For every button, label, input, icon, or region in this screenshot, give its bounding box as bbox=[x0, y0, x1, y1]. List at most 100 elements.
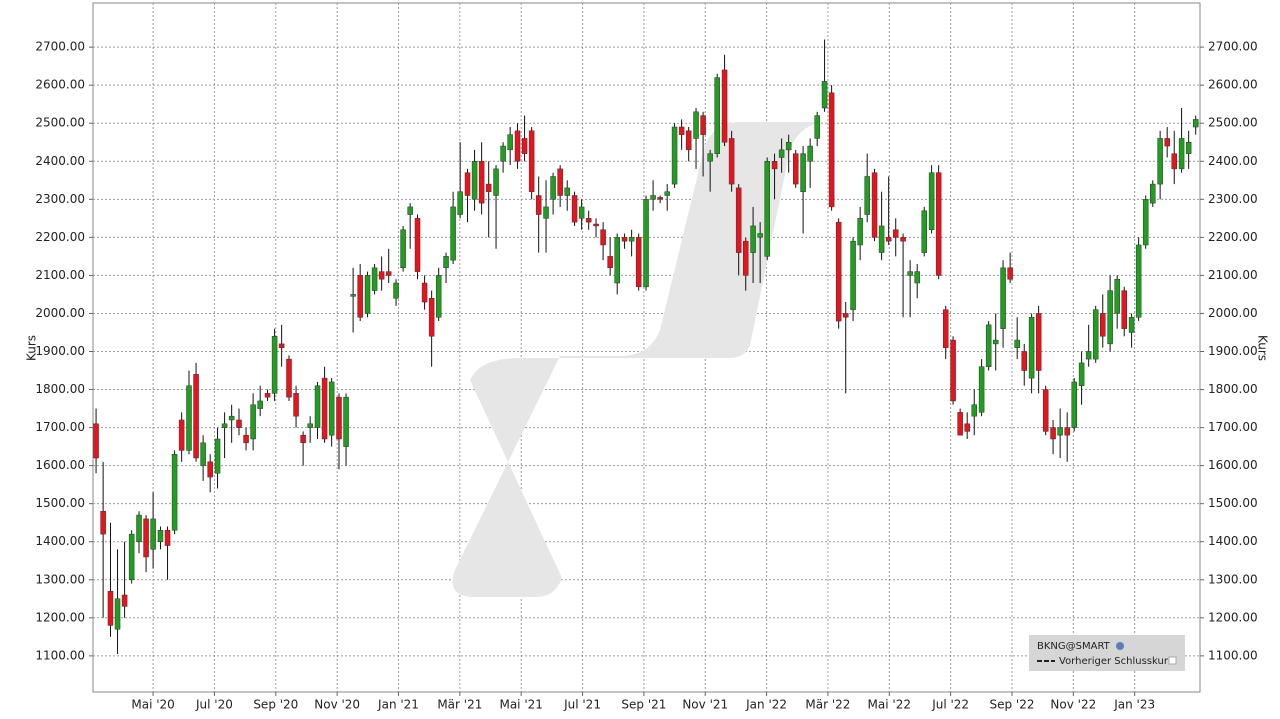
y2-tick-label: 1300.00 bbox=[1208, 572, 1258, 586]
candle-body bbox=[500, 145, 506, 162]
candle-body bbox=[400, 229, 406, 269]
candle-body bbox=[600, 229, 606, 246]
y-tick-label: 1100.00 bbox=[35, 648, 85, 662]
candle-body bbox=[857, 218, 863, 246]
candle-body bbox=[785, 141, 792, 151]
y2-tick-label: 1400.00 bbox=[1208, 534, 1258, 548]
candle-body bbox=[107, 590, 114, 626]
y-tick-label: 2000.00 bbox=[35, 306, 85, 320]
candle-body bbox=[1135, 244, 1142, 318]
y2-tick-label: 1600.00 bbox=[1208, 458, 1258, 472]
candle-body bbox=[200, 442, 206, 466]
candle-body bbox=[643, 199, 649, 288]
y-tick-label: 1500.00 bbox=[35, 496, 85, 510]
candle-body bbox=[1050, 427, 1056, 440]
candle-body bbox=[350, 294, 356, 297]
candle-body bbox=[578, 206, 585, 219]
candle-body bbox=[564, 187, 570, 196]
candle-body bbox=[614, 237, 620, 284]
candle-body bbox=[186, 385, 192, 451]
candle-body bbox=[514, 130, 521, 162]
watermark bbox=[452, 122, 830, 597]
candle-body bbox=[585, 218, 592, 223]
candle-body bbox=[143, 518, 149, 558]
y-tick-label: 1300.00 bbox=[35, 572, 85, 586]
candle-body bbox=[907, 271, 913, 276]
y2-tick-label: 2100.00 bbox=[1208, 268, 1258, 282]
candle-body bbox=[286, 358, 292, 398]
candle-body bbox=[1071, 381, 1077, 428]
candle-body bbox=[1057, 427, 1063, 436]
candle-body bbox=[314, 385, 321, 428]
candle-body bbox=[128, 533, 135, 581]
candle-body bbox=[557, 168, 563, 196]
candle-body bbox=[971, 404, 977, 417]
x-tick-label: Jul '20 bbox=[195, 698, 233, 712]
x-tick-label: Jan '22 bbox=[745, 698, 787, 712]
candle-body bbox=[157, 530, 164, 542]
candle-body bbox=[278, 343, 285, 348]
candle-body bbox=[1178, 138, 1185, 170]
candle-body bbox=[450, 206, 456, 261]
candle-body bbox=[757, 233, 763, 238]
y2-tick-label: 2300.00 bbox=[1208, 192, 1258, 206]
candle-body bbox=[800, 153, 806, 192]
y2-tick-label: 1800.00 bbox=[1208, 382, 1258, 396]
candle-body bbox=[664, 191, 670, 196]
y-tick-label: 1700.00 bbox=[35, 420, 85, 434]
candle-body bbox=[114, 598, 121, 630]
candle-body bbox=[1128, 317, 1135, 333]
y-tick-label: 2200.00 bbox=[35, 230, 85, 244]
candle-body bbox=[914, 271, 920, 284]
candle-body bbox=[443, 256, 449, 269]
candle-body bbox=[821, 81, 828, 109]
candle-body bbox=[900, 237, 906, 242]
candle-body bbox=[671, 126, 678, 185]
candle-body bbox=[693, 111, 699, 139]
candle-body bbox=[407, 206, 413, 215]
candle-body bbox=[435, 275, 442, 318]
candle-body bbox=[1192, 119, 1199, 128]
candle-body bbox=[864, 176, 870, 215]
candle-body bbox=[193, 374, 199, 459]
candle-body bbox=[957, 412, 963, 436]
candle-body bbox=[828, 92, 835, 208]
candle-body bbox=[1185, 141, 1192, 154]
candle-body bbox=[414, 218, 421, 272]
candles bbox=[93, 39, 1199, 654]
candle-body bbox=[257, 400, 263, 409]
legend-label: Vorheriger Schlusskurs bbox=[1059, 656, 1173, 667]
candle-body bbox=[985, 324, 992, 367]
legend-box bbox=[1029, 635, 1185, 671]
x-tick-label: Mai '20 bbox=[131, 698, 174, 712]
candle-body bbox=[814, 115, 820, 139]
candle-body bbox=[485, 183, 492, 192]
candle-body bbox=[650, 195, 656, 200]
y2-tick-label: 2500.00 bbox=[1208, 116, 1258, 130]
candle-body bbox=[1007, 267, 1013, 280]
y-tick-label: 1900.00 bbox=[35, 344, 85, 358]
candle-body bbox=[293, 393, 299, 417]
x-tick-label: Jul '21 bbox=[563, 698, 601, 712]
x-tick-label: Nov '21 bbox=[682, 698, 728, 712]
candle-body bbox=[1085, 351, 1092, 360]
candle-body bbox=[100, 511, 106, 535]
candle-body bbox=[371, 267, 378, 291]
y-tick-label: 2600.00 bbox=[35, 78, 85, 92]
candle-body bbox=[121, 594, 128, 607]
y-tick-label: 2100.00 bbox=[35, 268, 85, 282]
candle-body bbox=[528, 130, 535, 192]
candle-body bbox=[728, 138, 735, 185]
candle-body bbox=[136, 514, 142, 542]
y-tick-label: 2300.00 bbox=[35, 192, 85, 206]
y-tick-label: 1800.00 bbox=[35, 382, 85, 396]
candle-body bbox=[678, 126, 685, 135]
candle-body bbox=[178, 419, 185, 451]
candle-body bbox=[507, 134, 513, 151]
candle-body bbox=[493, 168, 499, 196]
legend-checkbox[interactable] bbox=[1168, 656, 1177, 665]
candle-body bbox=[471, 161, 478, 200]
candle-body bbox=[171, 453, 178, 531]
